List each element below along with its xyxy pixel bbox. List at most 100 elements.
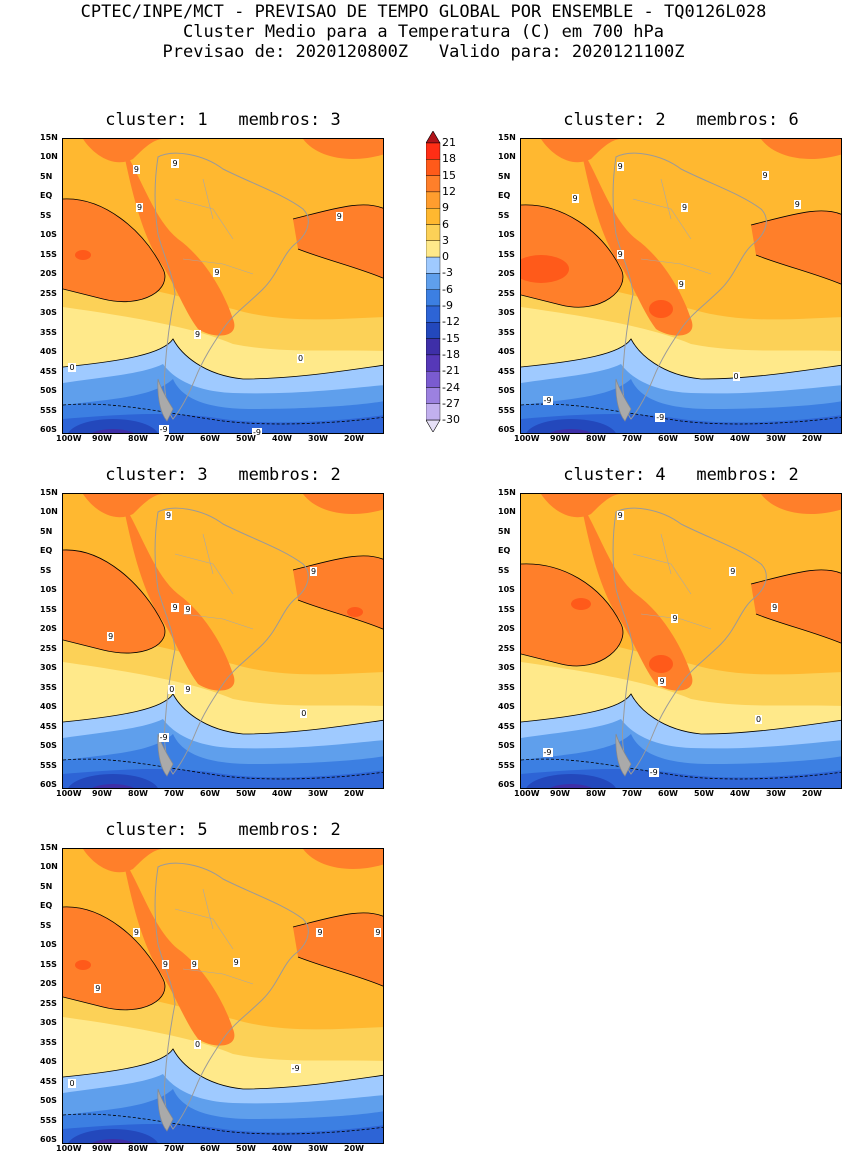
lat-tick-label: 15N (40, 133, 58, 142)
lon-tick-label: 60W (200, 789, 220, 798)
lat-tick-label: EQ (498, 191, 511, 201)
contour-label: 0 (755, 715, 763, 724)
colorbar-swatch (425, 207, 441, 225)
colorbar-label: 15 (442, 168, 456, 182)
panel-title: cluster: 2 membros: 6 (563, 110, 799, 130)
contour-label: 9 (729, 567, 737, 576)
lon-tick-label: 80W (128, 1144, 148, 1153)
lat-tick-label: 15S (498, 249, 515, 259)
panel-title: cluster: 4 membros: 2 (563, 465, 799, 485)
colorbar-label: -30 (442, 413, 460, 427)
panel-title: cluster: 5 membros: 2 (105, 820, 341, 840)
cluster-map (62, 138, 384, 434)
lat-tick-label: 5S (498, 565, 510, 575)
lat-tick-label: 10S (498, 230, 515, 240)
lat-tick-label: 10N (40, 507, 58, 517)
lat-tick-label: 45S (498, 366, 515, 376)
colorbar-swatch (425, 354, 441, 372)
lon-tick-label: 50W (236, 434, 256, 443)
contour-label: -9 (655, 413, 666, 423)
lat-tick-label: 10S (40, 230, 57, 240)
lat-tick-label: 50S (498, 741, 515, 751)
lat-tick-label: 30S (40, 663, 57, 673)
lon-tick-label: 50W (236, 1144, 256, 1153)
colorbar-label: 0 (442, 250, 449, 264)
lon-tick-label: 80W (586, 789, 606, 798)
contour-label: 9 (194, 330, 202, 340)
lat-tick-label: 20S (40, 269, 57, 279)
header-title: CPTEC/INPE/MCT - PREVISAO DE TEMPO GLOBA… (80, 2, 767, 22)
map-field (63, 849, 383, 1143)
colorbar-swatch (425, 305, 441, 323)
lat-tick-label: 45S (40, 366, 57, 376)
contour-label: 9 (616, 250, 624, 260)
colorbar-label: -21 (442, 364, 460, 378)
lon-tick-label: 60W (200, 434, 220, 443)
lat-tick-label: 10N (40, 152, 58, 162)
contour-label: 9 (335, 212, 343, 221)
map-field (63, 494, 383, 788)
lat-tick-label: EQ (40, 191, 53, 201)
lat-tick-label: 60S (498, 425, 515, 435)
contour-label: -9 (251, 428, 262, 438)
lat-tick-label: 45S (498, 721, 515, 731)
lat-tick-label: 60S (40, 1135, 57, 1145)
lon-tick-label: 70W (622, 434, 642, 443)
cluster-map (62, 493, 384, 789)
lat-tick-label: 15N (498, 488, 516, 497)
contour-label: -9 (158, 425, 169, 435)
lat-tick-label: 10N (498, 507, 516, 517)
contour-label: -9 (542, 747, 553, 757)
contour-label: 9 (616, 161, 624, 171)
colorbar-label: 6 (442, 217, 449, 231)
lat-tick-label: 25S (40, 643, 57, 653)
contour-label: 9 (671, 614, 679, 624)
contour-label: 9 (658, 676, 666, 686)
lat-tick-label: 60S (40, 780, 57, 790)
contour-label: 0 (300, 709, 308, 719)
lon-tick-label: 20W (344, 1144, 364, 1153)
lon-tick-label: 90W (92, 1144, 112, 1153)
colorbar-swatch (425, 142, 441, 160)
lat-tick-label: 35S (40, 1037, 57, 1047)
lat-tick-label: 55S (40, 405, 57, 415)
lon-tick-label: 100W (56, 789, 82, 798)
lon-tick-label: 80W (128, 434, 148, 443)
contour-label: 9 (571, 194, 579, 204)
contour-label: -9 (542, 395, 553, 405)
contour-label: 9 (681, 203, 689, 213)
lat-tick-label: 60S (498, 780, 515, 790)
lat-tick-label: 5N (40, 881, 53, 891)
lon-tick-label: 20W (802, 434, 822, 443)
lon-tick-label: 70W (164, 1144, 184, 1153)
lat-tick-label: 25S (498, 288, 515, 298)
lat-tick-label: 15N (40, 843, 58, 852)
contour-label: 9 (161, 960, 169, 970)
lon-tick-label: 30W (766, 434, 786, 443)
lon-tick-label: 90W (92, 789, 112, 798)
lon-tick-label: 40W (730, 789, 750, 798)
colorbar-label: -18 (442, 347, 460, 361)
lat-tick-label: 10S (498, 585, 515, 595)
contour-label: 9 (761, 170, 769, 180)
lat-tick-label: 40S (40, 702, 57, 712)
lat-tick-label: EQ (40, 546, 53, 556)
panel-title: cluster: 1 membros: 3 (105, 110, 341, 130)
lat-tick-label: 5S (498, 210, 510, 220)
map-field (521, 139, 841, 433)
lon-tick-label: 30W (308, 789, 328, 798)
lat-tick-label: 45S (40, 1076, 57, 1086)
colorbar-swatch (425, 256, 441, 274)
lat-tick-label: 25S (498, 643, 515, 653)
colorbar-top-arrow (425, 130, 441, 144)
colorbar-label: -27 (442, 396, 460, 410)
lat-tick-label: 30S (40, 308, 57, 318)
contour-label: 9 (616, 510, 624, 520)
contour-label: 9 (190, 960, 198, 970)
lon-tick-label: 60W (658, 789, 678, 798)
contour-label: 0 (168, 685, 176, 695)
lat-tick-label: 5S (40, 210, 52, 220)
header-subtitle: Cluster Medio para a Temperatura (C) em … (182, 22, 665, 42)
lon-tick-label: 60W (200, 1144, 220, 1153)
lat-tick-label: EQ (40, 901, 53, 911)
